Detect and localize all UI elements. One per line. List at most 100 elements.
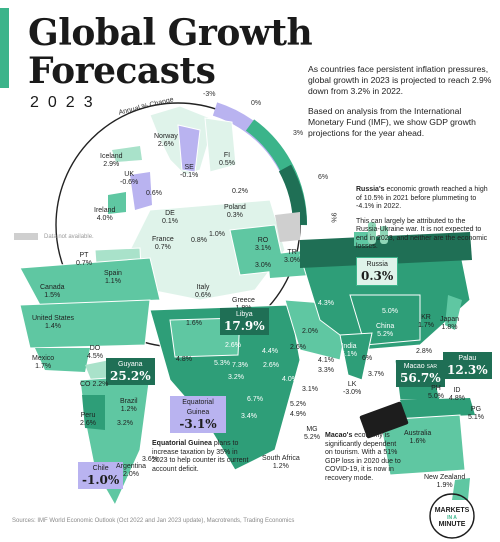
macao-card-icon	[359, 401, 409, 439]
brand-line-1: MARKETS	[435, 507, 470, 514]
australia-shape	[379, 414, 466, 476]
value-eu-10: 1.0%	[209, 231, 225, 238]
finland-shape	[204, 117, 237, 173]
label-australia: Australia 1.6%	[404, 430, 432, 445]
label-fi: FI 0.5%	[219, 152, 235, 167]
label-china: China 5.2%	[376, 323, 395, 338]
label-france: France 0.7%	[152, 236, 174, 251]
value-me-26: 2.6%	[290, 344, 306, 351]
dial-tick-6: 6%	[318, 174, 329, 181]
value-af-52: 5.2%	[290, 401, 306, 408]
usa-shape	[19, 299, 151, 349]
label-united-states: United States 1.4%	[32, 315, 75, 330]
markets-in-a-minute-logo: MARKETS IN A MINUTE	[429, 493, 475, 539]
label-canada: Canada 1.5%	[40, 284, 65, 299]
dial-tick-m3: -3%	[203, 91, 216, 98]
russia-note: Russia's economic growth reached a high …	[356, 186, 488, 250]
peru-shape	[82, 395, 105, 430]
label-mg: MG 5.2%	[304, 426, 320, 441]
dial-tick-0: 0%	[251, 100, 262, 107]
label-do: DO 4.5%	[87, 345, 103, 360]
na-swatch	[14, 233, 38, 240]
value-af-26b: 2.6%	[263, 362, 279, 369]
label-pg: PG 5.1%	[468, 406, 484, 421]
japan-shape	[445, 295, 462, 330]
label-ph: PH 5.0%	[428, 385, 444, 400]
uk-shape	[130, 172, 152, 210]
label-poland: Poland 0.3%	[224, 204, 246, 219]
value-eu-08: 0.8%	[191, 237, 207, 244]
canada-shape	[19, 257, 161, 306]
sweden-shape	[177, 124, 201, 173]
label-india: India 6.1%	[341, 343, 357, 358]
value-af-49: 4.9%	[290, 411, 306, 418]
label-spain: Spain 1.1%	[104, 270, 122, 285]
intro-paragraph-1: As countries face persistent inflation p…	[308, 64, 492, 96]
label-norway: Norway 2.6%	[154, 133, 178, 148]
value-mena-16: 1.6%	[186, 320, 202, 327]
label-libya: Libya 17.9%	[220, 308, 269, 335]
value-eu-06: 0.6%	[146, 190, 162, 197]
label-pt: PT 0.7%	[76, 252, 92, 267]
label-south-africa: South Africa 1.2%	[262, 455, 300, 470]
value-eu-02: 0.2%	[232, 188, 248, 195]
label-guyana: Guyana 25.2%	[106, 358, 155, 385]
indonesia-shape	[400, 398, 475, 418]
label-equatorial-guinea: Equatorial Guinea -3.1%	[170, 396, 226, 433]
value-sa-28: 2.8%	[416, 348, 432, 355]
dial-tick-3: 3%	[293, 130, 304, 137]
value-af-34: 3.4%	[241, 413, 257, 420]
value-me-33: 3.3%	[318, 367, 334, 374]
label-iceland: Iceland 2.9%	[100, 153, 123, 168]
page-title: Global Growth Forecasts	[28, 14, 313, 92]
label-peru: Peru 2.6%	[80, 412, 96, 427]
label-ireland: Ireland 4.0%	[94, 207, 116, 222]
value-af-48: 4.8%	[176, 356, 192, 363]
value-me-41: 4.1%	[318, 357, 334, 364]
label-japan: Japan 1.8%	[440, 316, 460, 331]
sources: Sources: IMF World Economic Outlook (Oct…	[12, 518, 295, 524]
value-sa-36: 3.6%	[142, 456, 158, 463]
label-palau: Palau 12.3%	[443, 352, 492, 379]
label-de: DE 0.1%	[162, 210, 178, 225]
legend-not-available: Data not available.	[14, 233, 94, 240]
value-af-67: 6.7%	[247, 396, 263, 403]
title-line-2: Forecasts	[28, 50, 216, 92]
label-chile: Chile -1.0%	[78, 462, 124, 489]
label-co: CO 2.2%	[80, 381, 109, 388]
na-label: Data not available.	[44, 234, 94, 241]
year-label: 2023	[30, 94, 102, 111]
value-ca-43: 4.3%	[318, 300, 334, 307]
russia-flag-icon	[354, 232, 372, 246]
label-macao: Macao SAR 56.7%	[396, 360, 445, 387]
equatorial-guinea-note: Equatorial Guinea plans to increase taxa…	[152, 440, 249, 473]
value-sa-32: 3.2%	[117, 420, 133, 427]
label-id: ID 4.8%	[449, 387, 465, 402]
bottle-icon-2	[380, 226, 388, 244]
value-af-73: 7.3%	[232, 362, 248, 369]
intro-text: As countries face persistent inflation p…	[308, 64, 493, 148]
value-eu-30: 3.0%	[255, 262, 271, 269]
brand-line-2: IN A	[447, 515, 457, 521]
value-af-53: 5.3%	[214, 360, 230, 367]
label-mexico: Mexico 1.7%	[32, 355, 55, 370]
russia-north-shape	[300, 232, 472, 268]
label-italy: Italy 0.6%	[195, 284, 211, 299]
intro-paragraph-2: Based on analysis from the International…	[308, 106, 476, 138]
value-af-26: 2.6%	[225, 342, 241, 349]
macao-note: Macao's economy is significantly depende…	[325, 432, 401, 482]
label-argentina: Argentina 2.0%	[116, 463, 146, 478]
label-tr: TR 3.0%	[284, 249, 300, 264]
iceland-shape	[112, 146, 142, 162]
value-af-40: 4.0%	[282, 376, 298, 383]
mexico-shape	[35, 348, 90, 372]
label-ro: RO 3.1%	[255, 237, 271, 252]
ireland-shape	[108, 192, 126, 214]
china-shape	[349, 294, 421, 346]
label-uk: UK -0.6%	[120, 171, 139, 186]
value-sa-60: 6%	[362, 355, 373, 362]
india-shape	[339, 332, 373, 381]
na-region-shape	[275, 212, 300, 242]
label-se: SE -0.1%	[180, 164, 199, 179]
